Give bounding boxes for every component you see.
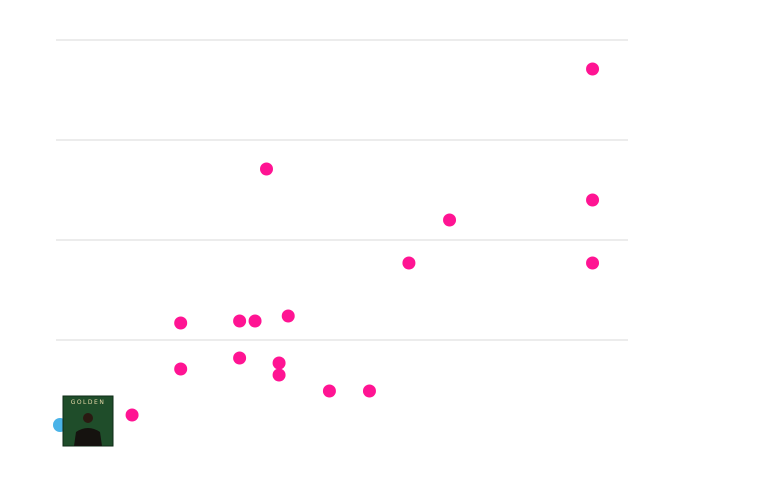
data-point-16[interactable] xyxy=(586,62,600,76)
data-point-14[interactable] xyxy=(586,193,600,207)
data-point-4[interactable] xyxy=(272,356,286,370)
grid-layer xyxy=(56,39,628,341)
points-layer xyxy=(125,62,600,422)
data-point-0[interactable] xyxy=(125,408,139,422)
album-cover-text: GOLDEN xyxy=(71,399,106,406)
data-point-15[interactable] xyxy=(259,162,273,176)
album-figure-body xyxy=(74,428,102,446)
album-cover[interactable]: GOLDEN xyxy=(62,395,114,447)
data-point-10[interactable] xyxy=(281,309,295,323)
data-point-3[interactable] xyxy=(272,368,286,382)
data-point-5[interactable] xyxy=(322,384,336,398)
data-point-8[interactable] xyxy=(233,314,247,328)
data-point-7[interactable] xyxy=(174,316,188,330)
data-point-1[interactable] xyxy=(174,362,188,376)
data-point-11[interactable] xyxy=(402,256,416,270)
data-point-6[interactable] xyxy=(362,384,376,398)
data-point-13[interactable] xyxy=(443,213,457,227)
data-point-12[interactable] xyxy=(586,256,600,270)
data-point-9[interactable] xyxy=(248,314,262,328)
album-figure-head xyxy=(83,413,93,423)
data-point-2[interactable] xyxy=(233,351,247,365)
